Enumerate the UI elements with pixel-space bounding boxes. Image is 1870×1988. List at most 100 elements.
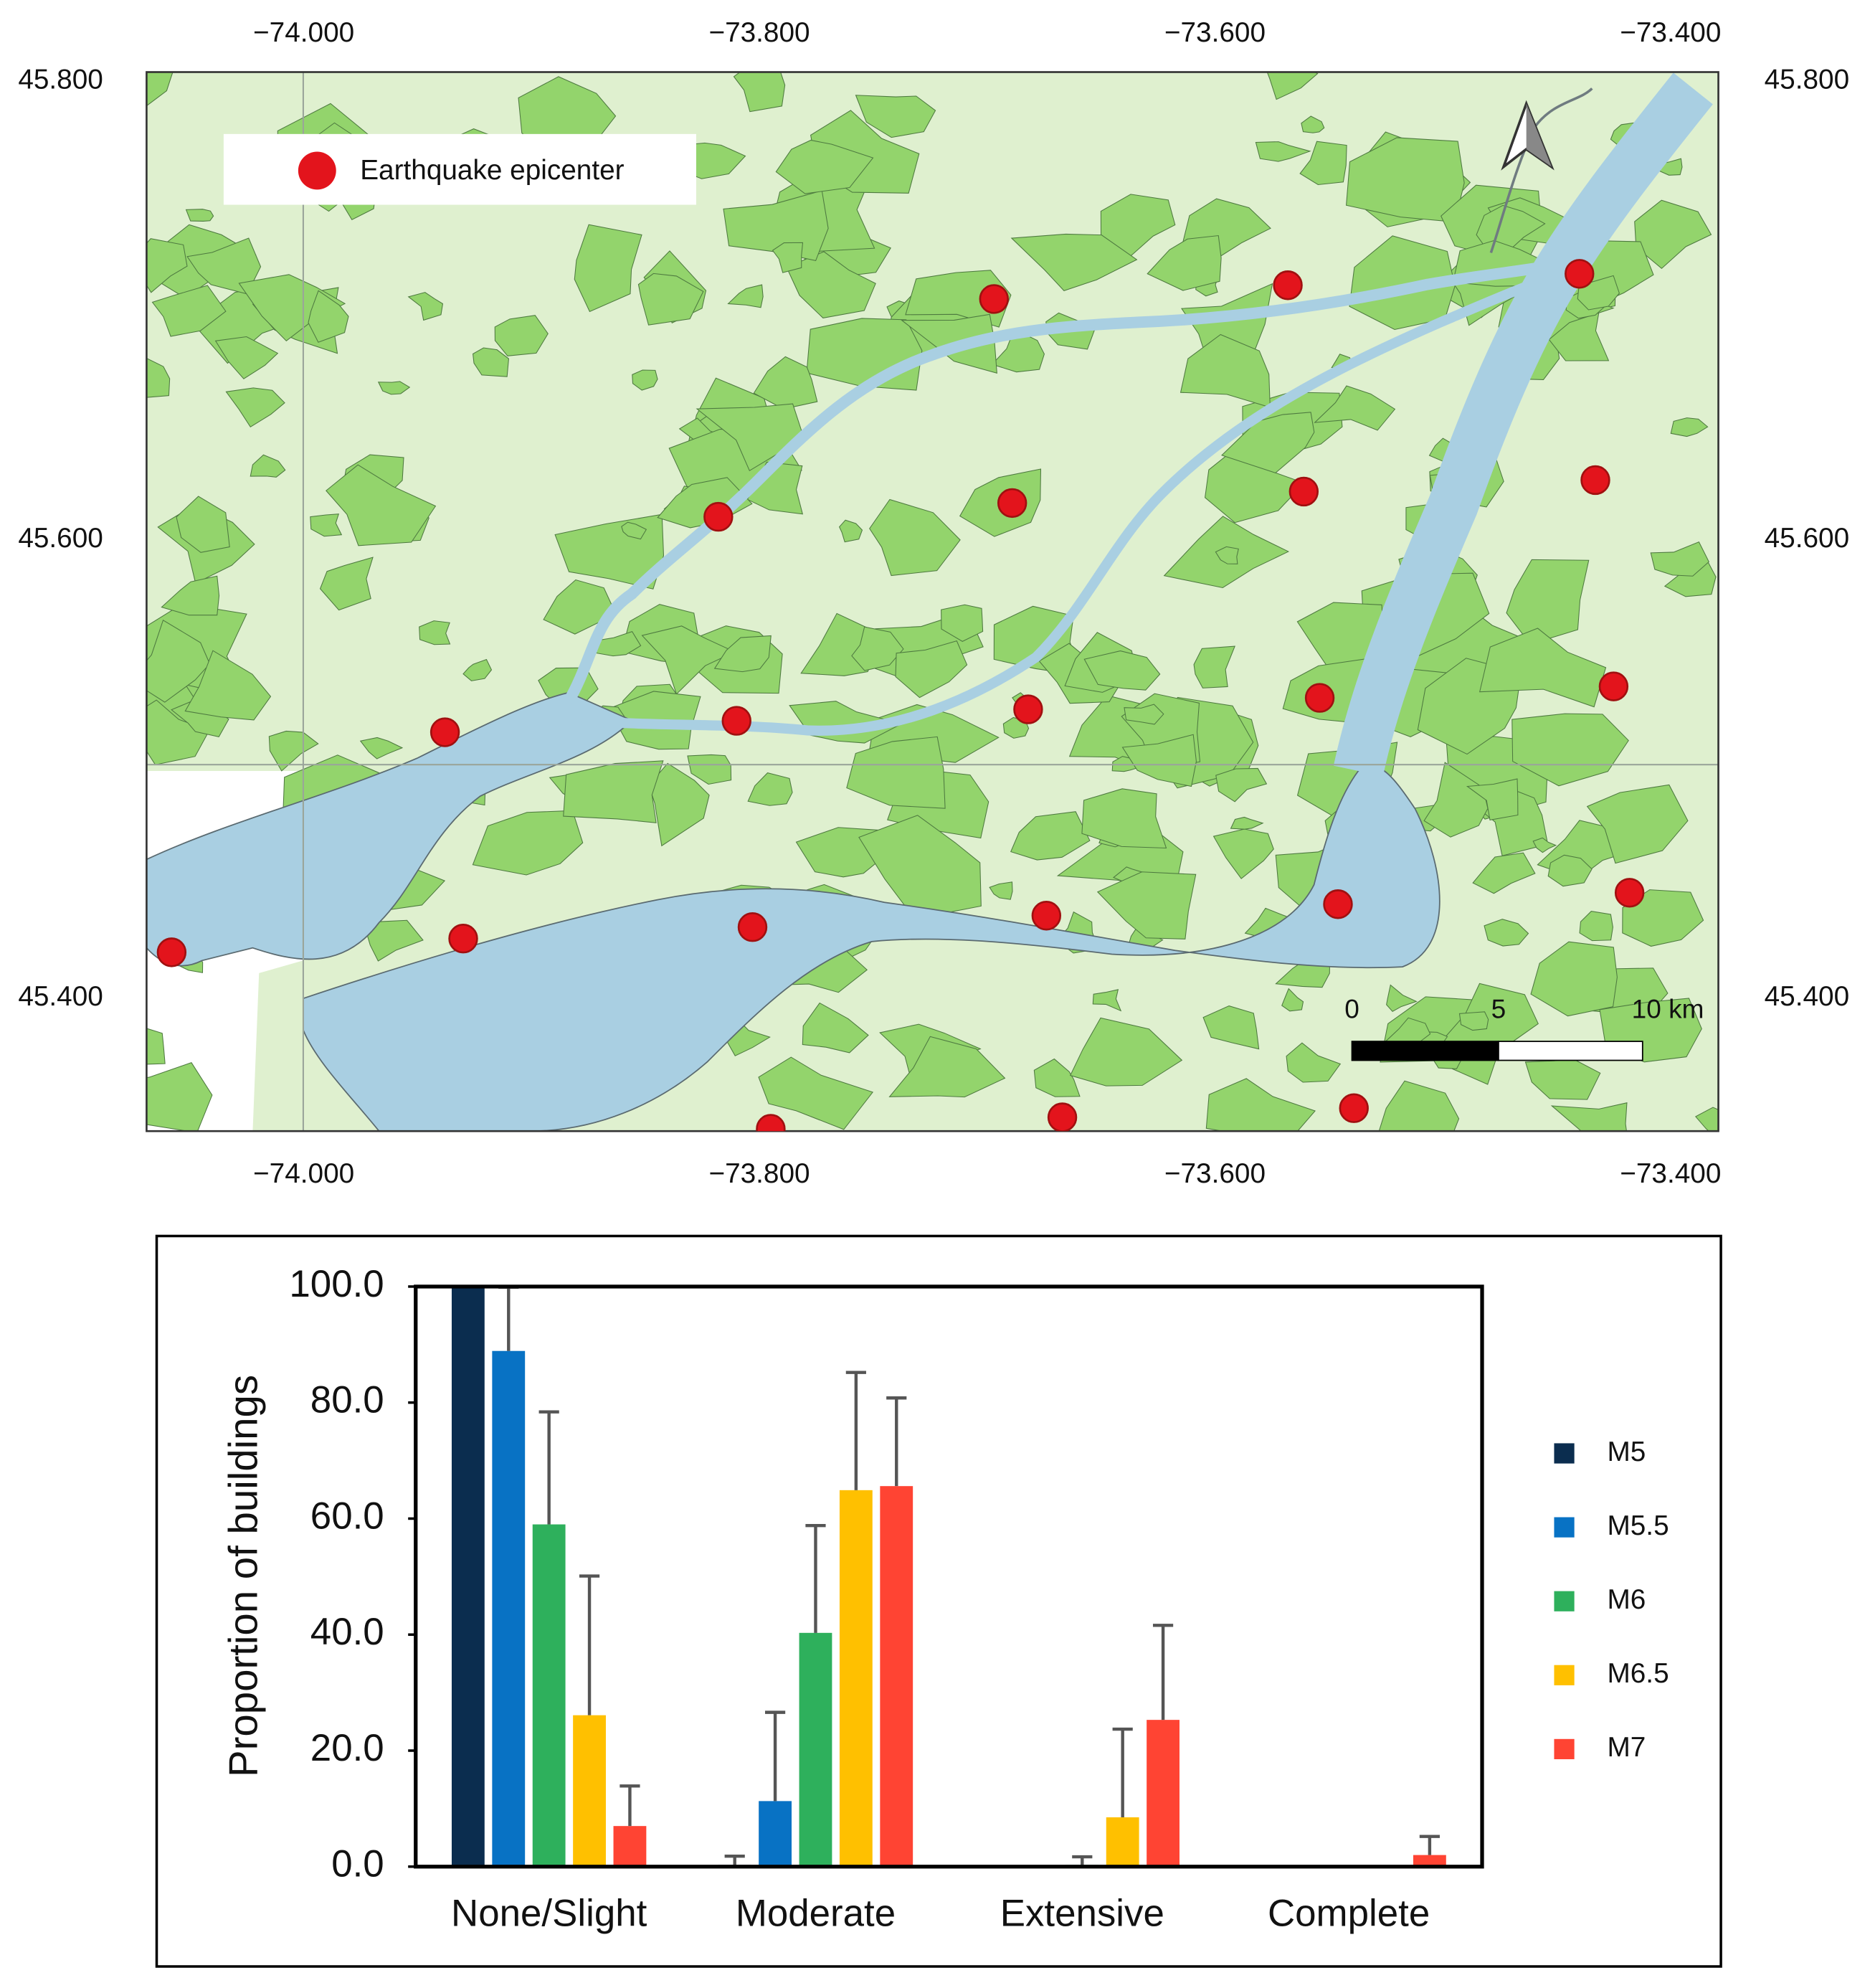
bar (492, 1350, 526, 1867)
vegetation (1069, 1017, 1183, 1087)
vegetation (1650, 541, 1709, 577)
vegetation (869, 498, 961, 577)
vegetation (146, 238, 188, 293)
error-bar (1419, 1835, 1440, 1855)
vegetation (895, 640, 968, 699)
bar (1413, 1855, 1446, 1867)
vegetation (1215, 767, 1268, 803)
vegetation (146, 72, 174, 107)
vegetation (473, 347, 509, 377)
y-tick-label: 60.0 (310, 1495, 384, 1537)
y-tick-label: 40.0 (310, 1611, 384, 1653)
vegetation (747, 772, 793, 806)
error-bar (498, 1285, 519, 1351)
vegetation (1301, 115, 1325, 133)
vegetation (786, 251, 876, 318)
vegetation (1083, 650, 1161, 691)
vegetation (941, 604, 984, 642)
vegetation (146, 619, 211, 703)
x-tick-label: −73.800 (708, 1158, 810, 1189)
legend-label: M5 (1607, 1436, 1646, 1467)
bar (799, 1632, 832, 1867)
vegetation (146, 699, 210, 765)
vegetation (1147, 235, 1222, 291)
vegetation (214, 336, 279, 379)
scale-label: 0 (1344, 995, 1359, 1024)
scale-label: 5 (1491, 995, 1506, 1024)
vegetation (1694, 1107, 1719, 1132)
epicenter (1047, 1102, 1078, 1132)
y-tick-label: 45.600 (1765, 523, 1850, 554)
legend-label: Earthquake epicenter (360, 155, 624, 186)
map-background (146, 72, 1719, 1132)
bar (759, 1801, 792, 1867)
scale-bar-black (1351, 1041, 1499, 1061)
error-bar (845, 1371, 866, 1490)
epicenter (156, 937, 187, 967)
vegetation (1547, 854, 1593, 887)
legend-marker (298, 151, 336, 190)
vegetation (1472, 852, 1536, 894)
vegetation (802, 1002, 869, 1054)
vegetation (753, 356, 818, 410)
epicenter (1013, 694, 1043, 724)
plot-frame (414, 1284, 1484, 1869)
x-tick-label: Moderate (736, 1892, 896, 1934)
vegetation (462, 658, 493, 681)
y-tick-label: 45.400 (1765, 981, 1850, 1012)
vegetation (377, 381, 411, 395)
bar (573, 1715, 606, 1867)
legend-marker (1554, 1665, 1575, 1685)
vegetation (846, 736, 946, 809)
y-axis-label: Proportion of buildings (221, 1375, 266, 1777)
x-tick-label: −74.000 (253, 17, 354, 48)
vegetation (621, 521, 647, 540)
vegetation (1221, 412, 1315, 474)
vegetation (1100, 194, 1176, 257)
vegetation (161, 575, 220, 616)
vegetation (250, 454, 286, 478)
epicenter (721, 706, 751, 736)
vegetation (1634, 199, 1712, 270)
vegetation (1286, 1042, 1342, 1083)
x-tick-label: −73.800 (708, 17, 810, 48)
vegetation (1299, 141, 1347, 186)
y-tick-label: 80.0 (310, 1379, 384, 1421)
y-tick-label: 45.800 (1765, 65, 1850, 95)
bar (839, 1490, 873, 1867)
vegetation (1205, 1078, 1316, 1132)
vegetation (1532, 837, 1557, 853)
vegetation (1255, 141, 1311, 162)
vegetation (186, 237, 262, 295)
epicenter (1288, 476, 1319, 507)
vegetation (733, 72, 786, 113)
x-tick-label: −73.400 (1620, 1158, 1721, 1189)
vegetation (563, 760, 664, 823)
error-bar (805, 1523, 826, 1633)
vegetation (1670, 417, 1709, 437)
epicenter (703, 501, 734, 532)
vegetation (1096, 871, 1197, 939)
vegetation (407, 292, 444, 321)
vegetation (419, 620, 451, 645)
vegetation (308, 290, 349, 343)
bar (613, 1826, 647, 1867)
bar (1106, 1817, 1139, 1867)
epicenter (448, 923, 478, 954)
x-tick-label: None/Slight (451, 1892, 647, 1934)
legend-label: M6.5 (1607, 1658, 1669, 1689)
x-tick-label: −73.400 (1620, 17, 1721, 48)
legend-label: M7 (1607, 1732, 1646, 1763)
error-bar (1112, 1727, 1133, 1818)
vegetation (991, 328, 1045, 373)
epicenter (997, 488, 1027, 519)
vegetation (1550, 1102, 1628, 1132)
vegetation (1314, 385, 1396, 431)
vegetation (151, 285, 227, 337)
vegetation (855, 95, 936, 138)
vegetation (366, 919, 424, 962)
vegetation (310, 513, 343, 537)
vegetation (146, 1028, 166, 1065)
epicenter (1598, 671, 1629, 701)
vegetation (1466, 778, 1519, 820)
